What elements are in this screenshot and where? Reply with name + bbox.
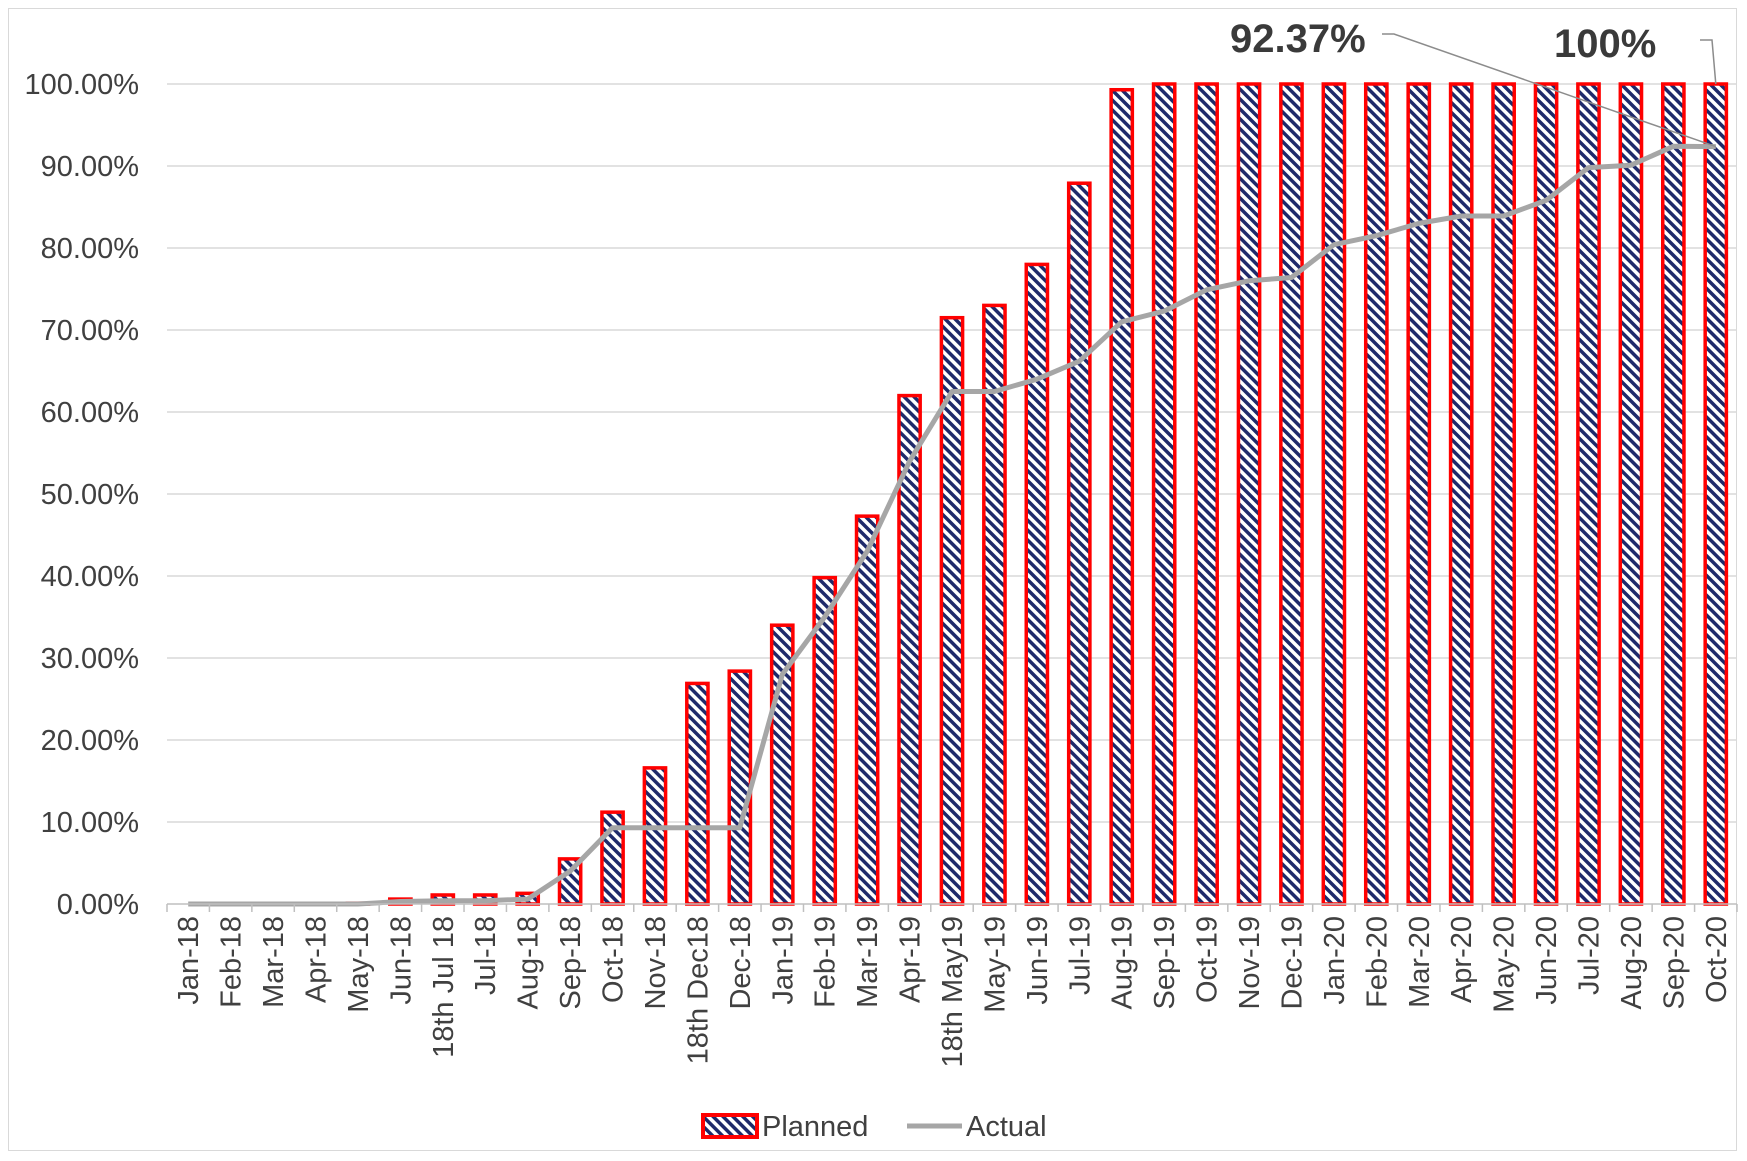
x-tick-label: Dec-19 [1276,916,1308,1010]
x-tick-label: Apr-20 [1446,916,1478,1003]
y-tick-label: 10.00% [41,807,139,839]
bar-planned [1024,262,1050,906]
y-tick-label: 80.00% [41,233,139,265]
y-tick-label: 20.00% [41,725,139,757]
x-tick-label: Feb-19 [810,916,842,1008]
line-actual [188,143,1716,907]
y-axis-ticks: 0.00% 10.00% 20.00% 30.00% 40.00% 50.00% 60.00… [25,69,140,921]
bar-planned [727,669,753,906]
annotations: 92.37% 100% [1230,17,1717,148]
planned-bars [345,82,1729,906]
x-tick-label: Oct-18 [598,916,630,1003]
annotation-actual-final: 92.37% [1230,17,1366,61]
x-tick-label: Sep-20 [1658,916,1690,1010]
x-tick-label: Sep-18 [555,916,587,1010]
x-tick-label: Oct-20 [1701,916,1733,1003]
y-tick-label: 0.00% [57,889,139,921]
bar-planned [1703,82,1729,906]
x-tick-label: May-18 [343,916,375,1013]
bar-planned [1109,87,1135,906]
bar-planned [1491,82,1516,906]
x-tick-label: Nov-19 [1234,916,1266,1010]
y-tick-label: 70.00% [41,315,139,347]
bar-planned [1406,82,1432,906]
x-tick-label: Feb-18 [216,916,248,1008]
x-tick-label: Feb-20 [1361,916,1393,1008]
y-tick-label: 50.00% [41,479,139,511]
bar-planned [642,766,668,906]
x-axis-ticks: Jan-18 Feb-18 Mar-18 Apr-18 May-18 Jun-18 18th… [173,916,1733,1068]
bar-planned [1151,82,1177,906]
y-tick-label: 90.00% [41,151,139,183]
x-tick-label: 18th Dec18 [682,916,714,1064]
legend: Planned Actual [701,1111,1047,1143]
legend-planned-swatch [701,1113,759,1139]
x-tick-label: 18th May19 [937,916,969,1068]
x-tick-label: Aug-20 [1616,916,1648,1010]
x-tick-label: Apr-19 [895,916,927,1003]
x-tick-label: Mar-19 [852,916,884,1008]
x-tick-label: Nov-18 [640,916,672,1010]
actual-line [188,143,1716,907]
x-tick-label: Jun-19 [1022,916,1054,1005]
y-tick-label: 30.00% [41,643,139,675]
x-tick-label: Dec-18 [725,916,757,1010]
x-tick-label: Jun-18 [385,916,417,1005]
x-tick-label: Aug-19 [1107,916,1139,1010]
bar-planned [1576,82,1601,906]
gridlines [167,83,1737,823]
x-tick-label: Jun-20 [1531,916,1563,1005]
x-tick-label: Jul-20 [1573,916,1605,995]
bar-planned [1194,82,1219,906]
y-tick-label: 40.00% [41,561,139,593]
x-tick-label: Jul-19 [1064,916,1096,995]
x-tick-label: Mar-20 [1404,916,1436,1008]
x-tick-label: 18th Jul 18 [428,916,460,1058]
bar-planned [1066,181,1092,906]
x-tick-label: Sep-19 [1149,916,1181,1010]
x-tick-label: Oct-19 [1192,916,1224,1003]
x-axis [166,903,1738,912]
bar-planned [685,681,710,906]
x-tick-label: Jan-20 [1319,916,1351,1005]
x-tick-label: Jan-18 [173,916,205,1005]
x-tick-label: Mar-18 [258,916,290,1008]
x-tick-label: May-20 [1489,916,1521,1013]
bar-planned [1236,82,1262,906]
y-tick-label: 60.00% [41,397,139,429]
annotation-planned-leader [1700,39,1717,85]
bar-planned [1321,82,1347,906]
legend-actual-label: Actual [966,1111,1047,1143]
bar-planned [1618,82,1644,906]
bar-planned [1533,82,1559,906]
annotation-planned-final: 100% [1554,22,1656,66]
bar-planned [854,514,880,906]
bar-planned [982,303,1007,906]
bar-planned [1448,82,1474,906]
bar-planned [1279,82,1304,906]
legend-planned-label: Planned [762,1111,868,1143]
x-tick-label: Jul-18 [470,916,502,995]
y-tick-label: 100.00% [25,69,140,101]
x-tick-label: Apr-18 [301,916,333,1003]
x-tick-label: May-19 [979,916,1011,1013]
bar-planned [1363,82,1389,906]
x-tick-label: Jan-19 [767,916,799,1005]
bar-planned [1660,82,1686,906]
annotation-actual-leader [1382,33,1717,148]
x-tick-label: Aug-18 [513,916,545,1010]
